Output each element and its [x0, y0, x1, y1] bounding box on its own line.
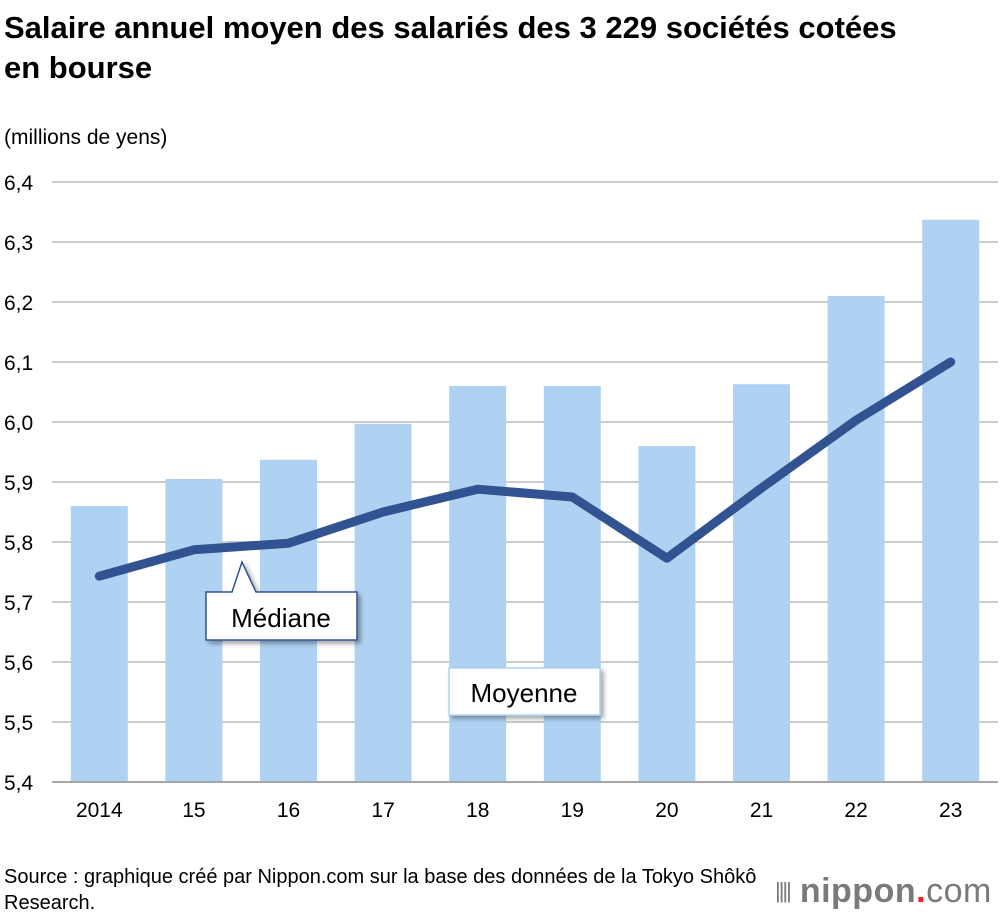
y-axis-unit: (millions de yens) — [4, 126, 168, 149]
y-tick-label: 6,4 — [4, 172, 34, 195]
y-tick-label: 6,3 — [4, 232, 33, 255]
source-note: Source : graphique créé par Nippon.com s… — [4, 866, 757, 914]
x-tick-label: 20 — [655, 799, 678, 822]
x-tick-label: 15 — [182, 799, 205, 822]
x-tick-label: 17 — [371, 799, 394, 822]
median-line — [94, 357, 956, 581]
x-tick-label: 2014 — [76, 799, 123, 822]
chart-title: Salaire annuel moyen des salariés des 3 … — [4, 10, 897, 85]
y-tick-label: 6,2 — [4, 292, 33, 315]
bar-20 — [638, 446, 696, 782]
nippon-logo: |||| nippon.com — [775, 872, 992, 910]
x-tick-label: 21 — [750, 799, 773, 822]
average-callout — [448, 667, 601, 716]
bar-22 — [827, 296, 885, 782]
y-tick-label: 6,1 — [4, 352, 33, 375]
x-tick-label: 23 — [939, 799, 962, 822]
bar-23 — [922, 219, 980, 783]
y-tick-label: 5,5 — [4, 712, 33, 735]
y-tick-label: 5,6 — [4, 652, 33, 675]
x-tick-label: 18 — [466, 799, 489, 822]
bar-2014 — [70, 506, 128, 782]
y-tick-label: 5,7 — [4, 592, 33, 615]
bar-17 — [354, 423, 412, 782]
median-callout — [205, 559, 358, 641]
y-tick-label: 5,8 — [4, 532, 33, 555]
y-tick-label: 5,9 — [4, 472, 33, 495]
x-tick-label: 22 — [844, 799, 867, 822]
bar-18 — [449, 386, 507, 782]
bar-19 — [543, 386, 601, 782]
x-tick-label: 16 — [277, 799, 300, 822]
x-tick-label: 19 — [561, 799, 584, 822]
median-label: Médiane — [231, 603, 331, 633]
y-tick-label: 5,4 — [4, 772, 34, 795]
average-label: Moyenne — [471, 678, 578, 708]
y-tick-label: 6,0 — [4, 412, 33, 435]
bar-21 — [733, 384, 790, 782]
